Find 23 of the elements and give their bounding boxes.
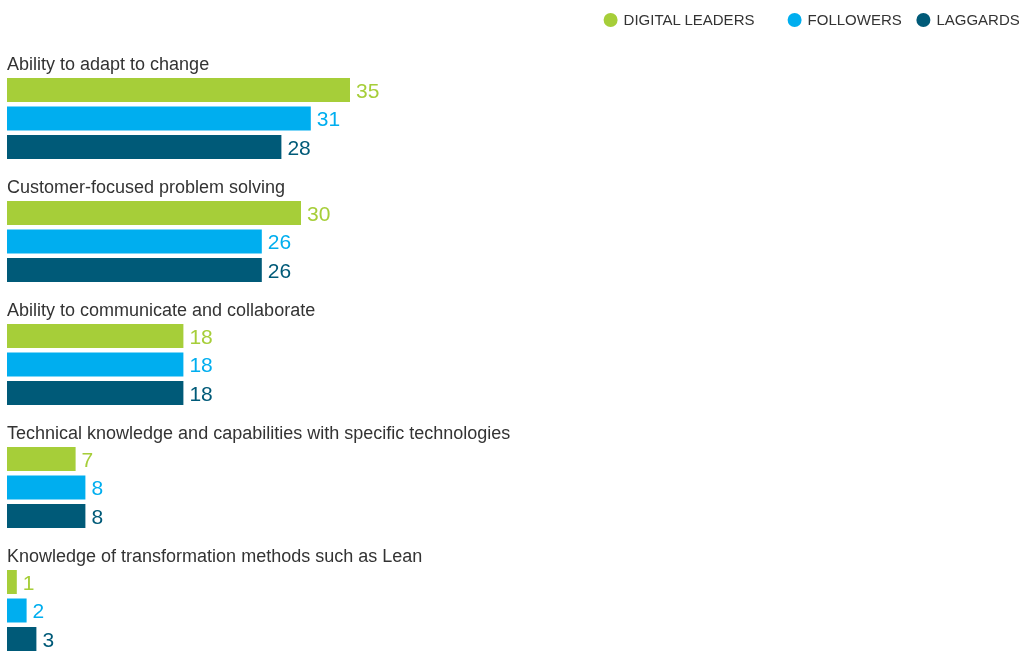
data-label: 1 [22,570,35,594]
y-tick-label: Technical knowledge and capabilities with specific technologies [7,423,511,443]
data-label: 28 [287,135,311,159]
legend-label: DIGITAL LEADERS [623,11,755,29]
y-tick-label: Ability to adapt to change [7,54,210,74]
data-label: 3 [42,627,55,651]
data-label: 18 [189,381,213,405]
data-label: 30 [307,201,331,225]
data-label: 8 [91,476,104,500]
data-label: 26 [267,230,292,254]
legend-label: FOLLOWERS [807,11,902,29]
y-tick-label: Customer-focused problem solving [7,177,286,197]
data-label: 7 [81,447,94,471]
data-label: 18 [189,324,213,348]
data-label: 31 [316,107,341,131]
y-tick-label: Ability to communicate and collaborate [7,300,316,320]
data-label: 18 [189,353,213,377]
data-label: 35 [356,78,380,102]
data-label: 26 [267,258,292,282]
legend-label: LAGGARDS [936,11,1020,29]
y-tick-label: Knowledge of transformation methods such as Lean [7,546,423,566]
data-label: 2 [32,599,45,623]
data-label: 8 [91,504,104,528]
